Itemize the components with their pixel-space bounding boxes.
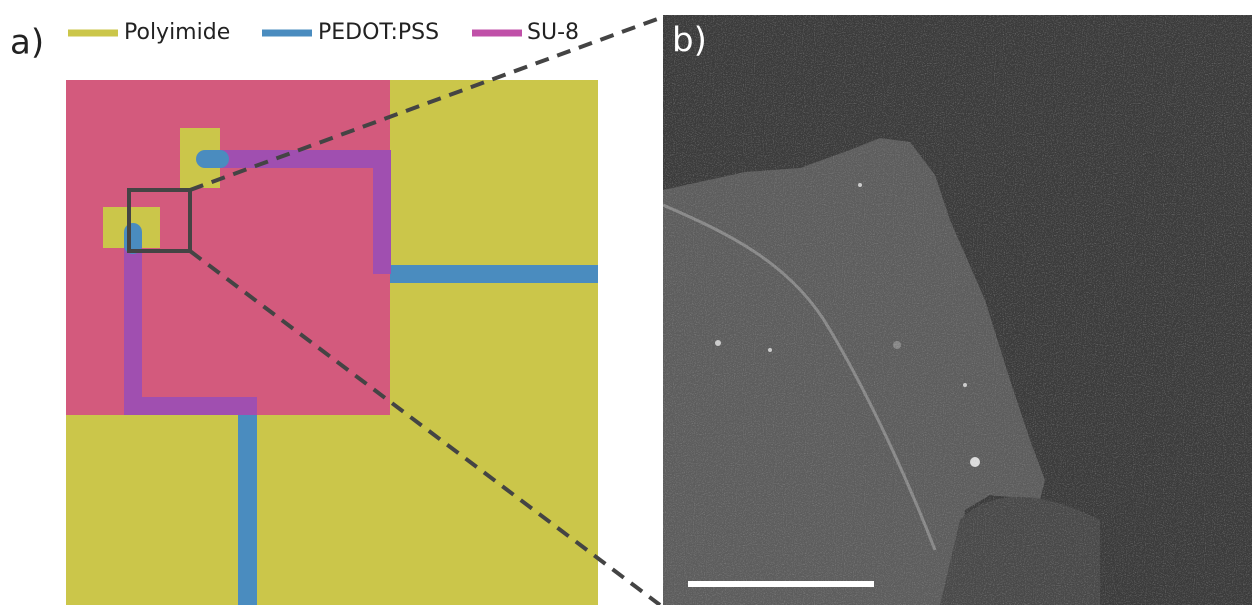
particle	[970, 457, 980, 467]
particle	[768, 348, 772, 352]
particle	[963, 383, 967, 387]
figure: a) Polyimide PEDOT:PSS SU-8 b)	[0, 0, 1252, 605]
particle	[715, 340, 721, 346]
legend: Polyimide PEDOT:PSS SU-8	[68, 20, 579, 45]
legend-label: SU-8	[527, 20, 579, 45]
particle	[893, 341, 901, 349]
panel-label: b)	[672, 21, 707, 61]
layout-diagram	[66, 18, 660, 605]
legend-label: PEDOT:PSS	[318, 20, 439, 45]
particle	[858, 183, 862, 187]
pedot-trace	[238, 400, 257, 605]
legend-label: Polyimide	[124, 20, 230, 45]
scale-bar	[688, 581, 874, 587]
panel-label: a)	[10, 23, 44, 63]
sem-image	[663, 15, 1252, 605]
pedot-trace	[390, 265, 598, 283]
